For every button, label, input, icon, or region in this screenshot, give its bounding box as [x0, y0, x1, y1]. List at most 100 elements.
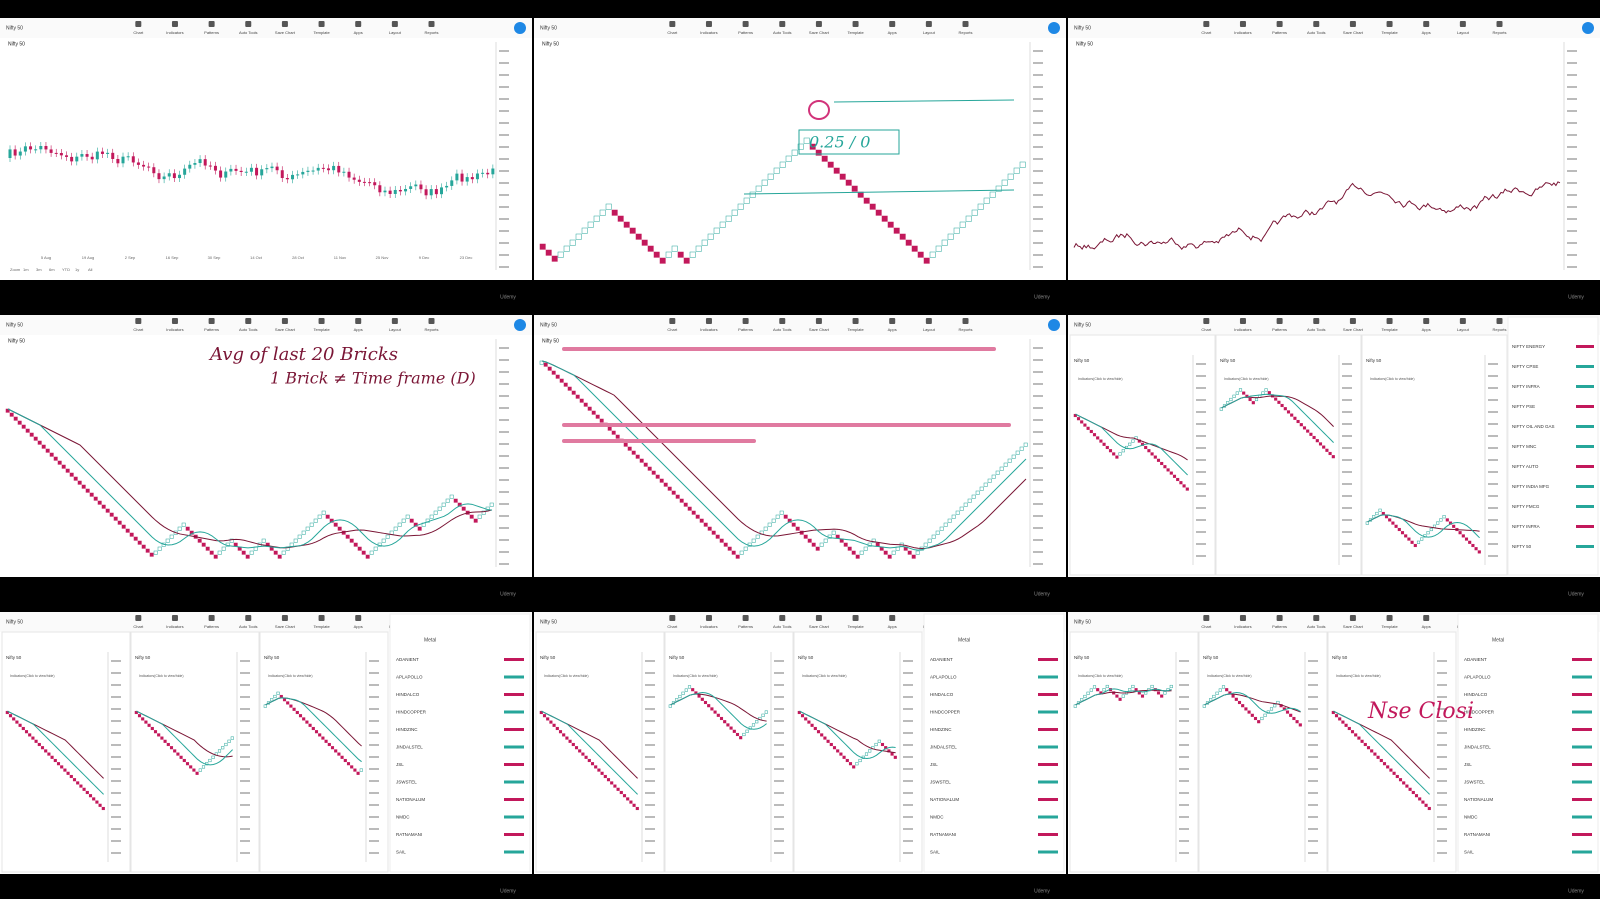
watchlist-item[interactable]: JSL — [930, 762, 938, 767]
watchlist-item[interactable]: NATIONALUM — [396, 797, 425, 802]
toolbar-icon[interactable] — [815, 615, 822, 621]
toolbar-label[interactable]: Auto Tools — [239, 327, 258, 332]
toolbar-icon[interactable] — [852, 21, 859, 27]
toolbar-icon[interactable] — [889, 21, 896, 27]
toolbar-icon[interactable] — [135, 21, 142, 27]
toolbar-icon[interactable] — [962, 318, 969, 324]
watchlist-item[interactable]: SAIL — [396, 850, 406, 855]
toolbar-icon[interactable] — [705, 615, 712, 621]
indicator-hint[interactable]: Indicators(Click to view/hide) — [802, 674, 847, 678]
toolbar-label[interactable]: Indicators — [1234, 30, 1251, 35]
toolbar-label[interactable]: Save Chart — [809, 327, 830, 332]
toolbar-icon[interactable] — [852, 318, 859, 324]
indicator-hint[interactable]: Indicators(Click to view/hide) — [1078, 674, 1123, 678]
watchlist-item[interactable]: JSL — [396, 762, 404, 767]
range-button[interactable]: 1y — [75, 267, 79, 272]
toolbar-icon[interactable] — [208, 21, 215, 27]
range-button[interactable]: YTD — [62, 267, 70, 272]
symbol-selector[interactable]: Nifty 50 — [540, 322, 557, 328]
toolbar-icon[interactable] — [962, 21, 969, 27]
toolbar-icon[interactable] — [669, 615, 676, 621]
toolbar-icon[interactable] — [135, 615, 142, 621]
toolbar-label[interactable]: Layout — [1457, 30, 1470, 35]
watchlist-item[interactable]: APLAPOLLO — [396, 675, 423, 680]
toolbar-label[interactable]: Reports — [1493, 327, 1507, 332]
toolbar-icon[interactable] — [428, 318, 435, 324]
toolbar-icon[interactable] — [281, 615, 288, 621]
toolbar-label[interactable]: Template — [847, 30, 864, 35]
toolbar-icon[interactable] — [742, 318, 749, 324]
toolbar-label[interactable]: Auto Tools — [239, 624, 258, 629]
toolbar-icon[interactable] — [1276, 615, 1283, 621]
toolbar-label[interactable]: Template — [1381, 327, 1398, 332]
toolbar-icon[interactable] — [1386, 318, 1393, 324]
toolbar-label[interactable]: Reports — [959, 327, 973, 332]
toolbar-icon[interactable] — [318, 318, 325, 324]
toolbar-label[interactable]: Apps — [1422, 327, 1431, 332]
symbol-selector[interactable]: Nifty 50 — [6, 322, 23, 328]
symbol-selector[interactable]: Nifty 50 — [6, 619, 23, 625]
indicator-hint[interactable]: Indicators(Click to view/hide) — [544, 674, 589, 678]
toolbar-icon[interactable] — [742, 21, 749, 27]
toolbar-icon[interactable] — [1423, 318, 1430, 324]
symbol-selector[interactable]: Nifty 50 — [1074, 322, 1091, 328]
toolbar-icon[interactable] — [1313, 615, 1320, 621]
watchlist-item[interactable]: JSWSTEL — [930, 780, 951, 785]
toolbar-icon[interactable] — [318, 615, 325, 621]
toolbar-icon[interactable] — [1203, 318, 1210, 324]
profile-avatar[interactable] — [514, 22, 526, 34]
watchlist-title[interactable]: Metal — [424, 637, 436, 643]
toolbar-label[interactable]: Apps — [354, 327, 363, 332]
toolbar-icon[interactable] — [925, 318, 932, 324]
video-thumbnail[interactable]: Nifty 50 Chart Indicators Patterns Auto Tool… — [534, 315, 1066, 597]
toolbar-label[interactable]: Layout — [923, 30, 936, 35]
toolbar-label[interactable]: Patterns — [738, 624, 753, 629]
toolbar-icon[interactable] — [1496, 318, 1503, 324]
watchlist-item[interactable]: JSWSTEL — [1464, 780, 1485, 785]
range-button[interactable]: 6m — [49, 267, 55, 272]
toolbar-label[interactable]: Save Chart — [809, 624, 830, 629]
toolbar-label[interactable]: Template — [313, 327, 330, 332]
indicator-hint[interactable]: Indicators(Click to view/hide) — [1336, 674, 1381, 678]
toolbar-label[interactable]: Chart — [667, 624, 678, 629]
watchlist-item[interactable]: SAIL — [930, 850, 940, 855]
watchlist-item[interactable]: HINDALCO — [930, 692, 954, 697]
toolbar-label[interactable]: Auto Tools — [773, 30, 792, 35]
toolbar-icon[interactable] — [171, 318, 178, 324]
toolbar-label[interactable]: Chart — [667, 327, 678, 332]
video-thumbnail[interactable]: Nifty 50 Chart Indicators Patterns Auto Tool… — [534, 612, 1066, 894]
toolbar-label[interactable]: Chart — [1201, 30, 1212, 35]
indicator-hint[interactable]: Indicators(Click to view/hide) — [1078, 377, 1123, 381]
toolbar-icon[interactable] — [318, 21, 325, 27]
watchlist-item[interactable]: NIFTY INDIA MFG — [1512, 484, 1550, 489]
toolbar-icon[interactable] — [1496, 21, 1503, 27]
toolbar-label[interactable]: Template — [313, 624, 330, 629]
toolbar-icon[interactable] — [355, 615, 362, 621]
profile-avatar[interactable] — [1582, 22, 1594, 34]
indicator-hint[interactable]: Indicators(Click to view/hide) — [10, 674, 55, 678]
toolbar-icon[interactable] — [1459, 318, 1466, 324]
toolbar-icon[interactable] — [852, 615, 859, 621]
toolbar-icon[interactable] — [669, 318, 676, 324]
toolbar-label[interactable]: Indicators — [1234, 327, 1251, 332]
toolbar-label[interactable]: Layout — [1457, 327, 1470, 332]
watchlist-item[interactable]: HINDZINC — [1464, 727, 1486, 732]
toolbar-label[interactable]: Layout — [923, 327, 936, 332]
toolbar-label[interactable]: Template — [1381, 30, 1398, 35]
toolbar-label[interactable]: Layout — [389, 30, 402, 35]
toolbar-label[interactable]: Indicators — [166, 30, 183, 35]
toolbar-label[interactable]: Apps — [354, 30, 363, 35]
toolbar-label[interactable]: Apps — [1422, 624, 1431, 629]
toolbar-icon[interactable] — [1423, 615, 1430, 621]
toolbar-icon[interactable] — [815, 318, 822, 324]
indicator-hint[interactable]: Indicators(Click to view/hide) — [1370, 377, 1415, 381]
toolbar-label[interactable]: Auto Tools — [1307, 327, 1326, 332]
toolbar-label[interactable]: Auto Tools — [773, 624, 792, 629]
watchlist-item[interactable]: HINDCOPPER — [396, 710, 427, 715]
indicator-hint[interactable]: Indicators(Click to view/hide) — [1224, 377, 1269, 381]
video-thumbnail[interactable]: Nifty 50 Chart Indicators Patterns Auto Tool… — [0, 612, 532, 894]
watchlist-item[interactable]: APLAPOLLO — [1464, 675, 1491, 680]
toolbar-label[interactable]: Patterns — [1272, 327, 1287, 332]
toolbar-icon[interactable] — [208, 615, 215, 621]
toolbar-label[interactable]: Apps — [888, 30, 897, 35]
